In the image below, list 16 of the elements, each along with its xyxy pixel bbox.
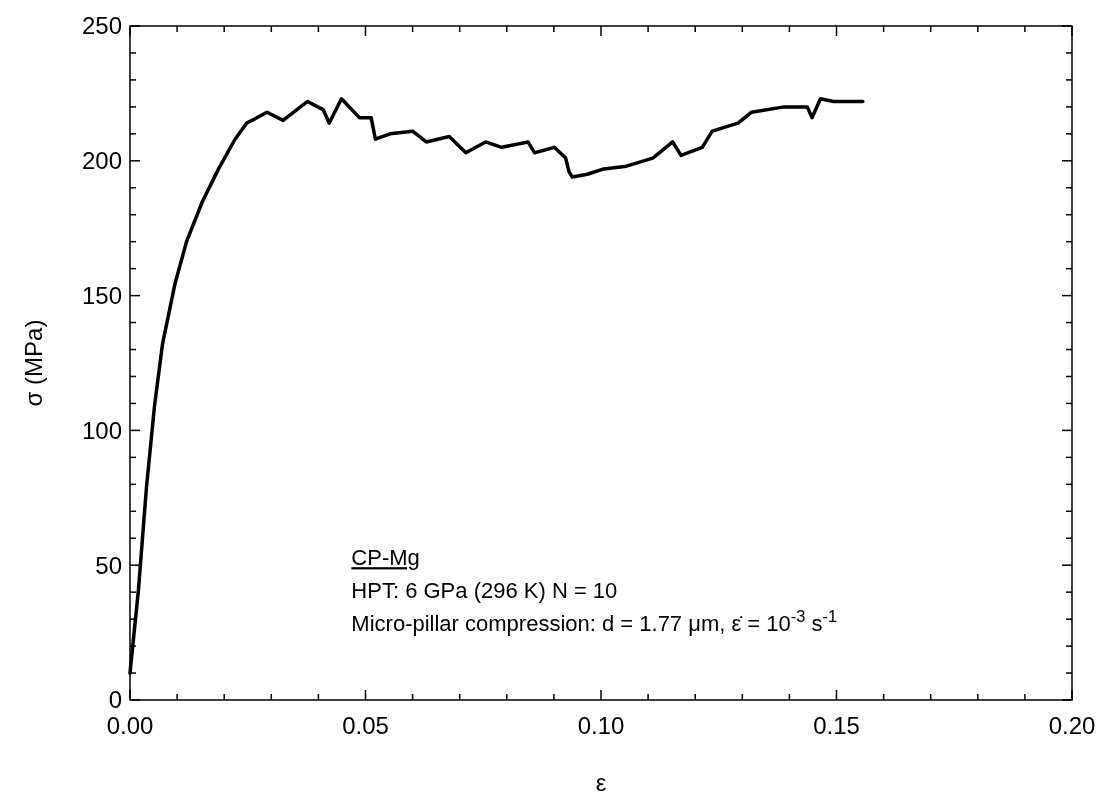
x-tick-label: 0.15 xyxy=(813,712,860,739)
y-tick-label: 0 xyxy=(108,686,122,714)
x-tick-label: 0.00 xyxy=(106,712,154,739)
x-tick-label: 0.20 xyxy=(1048,712,1096,739)
y-tick-label: 200 xyxy=(81,147,122,175)
x-tick-label: 0.05 xyxy=(342,712,389,739)
y-tick-label: 100 xyxy=(81,416,122,444)
annotation: HPT: 6 GPa (296 K) N = 10 xyxy=(351,578,618,604)
x-axis-title: ε xyxy=(595,769,607,796)
annotation: Micro-pillar compression: d = 1.77 μm, ε̇ = 10$^{-3}$ s$^{-1}$ xyxy=(351,607,838,637)
x-tick-label: 0.10 xyxy=(577,712,625,739)
y-tick-label: 250 xyxy=(81,12,122,40)
annotation: CP-Mg xyxy=(351,545,420,571)
y-axis-title: σ (MPa) xyxy=(20,319,47,407)
y-tick-label: 50 xyxy=(95,551,122,579)
y-tick-label: 150 xyxy=(81,282,122,309)
